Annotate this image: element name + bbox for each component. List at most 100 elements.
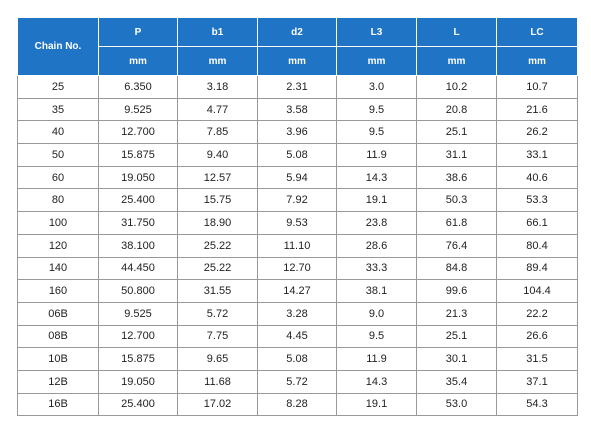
chain-no-cell: 12B: [17, 369, 99, 394]
value-cell: 99.6: [416, 279, 497, 303]
chain-no-cell: 10B: [17, 347, 99, 371]
value-cell: 66.1: [496, 211, 578, 235]
chain-no-cell: 80: [17, 188, 99, 213]
value-cell: 8.28: [257, 392, 337, 417]
value-cell: 31.5: [496, 347, 578, 371]
value-cell: 12.70: [257, 256, 337, 281]
value-cell: 3.0: [336, 75, 417, 99]
value-cell: 4.77: [177, 97, 258, 122]
value-cell: 9.5: [336, 324, 417, 349]
column-header: LC: [496, 17, 578, 47]
value-cell: 35.4: [416, 369, 497, 394]
value-cell: 12.700: [98, 324, 178, 349]
value-cell: 11.9: [336, 347, 417, 371]
table-row: 10B 15.875 9.65 5.08 11.9 30.1 31.5: [17, 347, 578, 371]
value-cell: 23.8: [336, 211, 417, 235]
value-cell: 9.0: [336, 301, 417, 326]
value-cell: 9.525: [98, 301, 178, 326]
value-cell: 7.75: [177, 324, 258, 349]
column-header: L3: [336, 17, 417, 47]
value-cell: 38.1: [336, 279, 417, 303]
table-row: 35 9.525 4.77 3.58 9.5 20.8 21.6: [17, 97, 578, 122]
value-cell: 10.7: [496, 75, 578, 99]
value-cell: 9.53: [257, 211, 337, 235]
value-cell: 6.350: [98, 75, 178, 99]
value-cell: 5.72: [257, 369, 337, 394]
table-row: 16B 25.400 17.02 8.28 19.1 53.0 54.3: [17, 392, 578, 417]
value-cell: 15.75: [177, 188, 258, 213]
chain-no-cell: 40: [17, 120, 99, 145]
value-cell: 38.6: [416, 165, 497, 190]
value-cell: 21.6: [496, 97, 578, 122]
table-row: 50 15.875 9.40 5.08 11.9 31.1 33.1: [17, 143, 578, 167]
value-cell: 4.45: [257, 324, 337, 349]
value-cell: 15.875: [98, 347, 178, 371]
table-row: 160 50.800 31.55 14.27 38.1 99.6 104.4: [17, 279, 578, 303]
value-cell: 9.525: [98, 97, 178, 122]
chain-no-cell: 100: [17, 211, 99, 235]
table-body: 25 6.350 3.18 2.31 3.0 10.2 10.7 35 9.525 4.77 3.5…: [17, 75, 578, 417]
value-cell: 9.5: [336, 120, 417, 145]
value-cell: 17.02: [177, 392, 258, 417]
value-cell: 11.9: [336, 143, 417, 167]
column-header: d2: [257, 17, 337, 47]
value-cell: 50.3: [416, 188, 497, 213]
value-cell: 26.2: [496, 120, 578, 145]
chain-no-cell: 08B: [17, 324, 99, 349]
value-cell: 3.96: [257, 120, 337, 145]
value-cell: 5.08: [257, 347, 337, 371]
value-cell: 11.68: [177, 369, 258, 394]
chain-no-cell: 50: [17, 143, 99, 167]
table-row: 140 44.450 25.22 12.70 33.3 84.8 89.4: [17, 256, 578, 281]
value-cell: 38.100: [98, 233, 178, 258]
value-cell: 33.1: [496, 143, 578, 167]
value-cell: 5.08: [257, 143, 337, 167]
value-cell: 30.1: [416, 347, 497, 371]
table-row: 08B 12.700 7.75 4.45 9.5 25.1 26.6: [17, 324, 578, 349]
value-cell: 19.050: [98, 369, 178, 394]
table-row: 06B 9.525 5.72 3.28 9.0 21.3 22.2: [17, 301, 578, 326]
value-cell: 25.22: [177, 233, 258, 258]
value-cell: 5.94: [257, 165, 337, 190]
column-header: b1: [177, 17, 258, 47]
unit-header: mm: [496, 46, 578, 76]
chain-no-cell: 120: [17, 233, 99, 258]
value-cell: 19.050: [98, 165, 178, 190]
unit-header: mm: [177, 46, 258, 76]
chain-no-cell: 06B: [17, 301, 99, 326]
value-cell: 21.3: [416, 301, 497, 326]
value-cell: 3.18: [177, 75, 258, 99]
unit-header: mm: [416, 46, 497, 76]
value-cell: 31.1: [416, 143, 497, 167]
value-cell: 25.1: [416, 120, 497, 145]
value-cell: 3.28: [257, 301, 337, 326]
value-cell: 40.6: [496, 165, 578, 190]
value-cell: 11.10: [257, 233, 337, 258]
table-row: 25 6.350 3.18 2.31 3.0 10.2 10.7: [17, 75, 578, 99]
value-cell: 31.750: [98, 211, 178, 235]
value-cell: 84.8: [416, 256, 497, 281]
value-cell: 15.875: [98, 143, 178, 167]
value-cell: 25.400: [98, 188, 178, 213]
value-cell: 61.8: [416, 211, 497, 235]
chain-no-cell: 60: [17, 165, 99, 190]
column-header: P: [98, 17, 178, 47]
value-cell: 2.31: [257, 75, 337, 99]
value-cell: 12.700: [98, 120, 178, 145]
table-row: 40 12.700 7.85 3.96 9.5 25.1 26.2: [17, 120, 578, 145]
value-cell: 50.800: [98, 279, 178, 303]
value-cell: 5.72: [177, 301, 258, 326]
value-cell: 3.58: [257, 97, 337, 122]
value-cell: 31.55: [177, 279, 258, 303]
table-row: 80 25.400 15.75 7.92 19.1 50.3 53.3: [17, 188, 578, 213]
value-cell: 26.6: [496, 324, 578, 349]
value-cell: 89.4: [496, 256, 578, 281]
unit-header: mm: [98, 46, 178, 76]
value-cell: 14.3: [336, 165, 417, 190]
table-row: 12B 19.050 11.68 5.72 14.3 35.4 37.1: [17, 369, 578, 394]
value-cell: 7.85: [177, 120, 258, 145]
value-cell: 10.2: [416, 75, 497, 99]
value-cell: 37.1: [496, 369, 578, 394]
value-cell: 80.4: [496, 233, 578, 258]
